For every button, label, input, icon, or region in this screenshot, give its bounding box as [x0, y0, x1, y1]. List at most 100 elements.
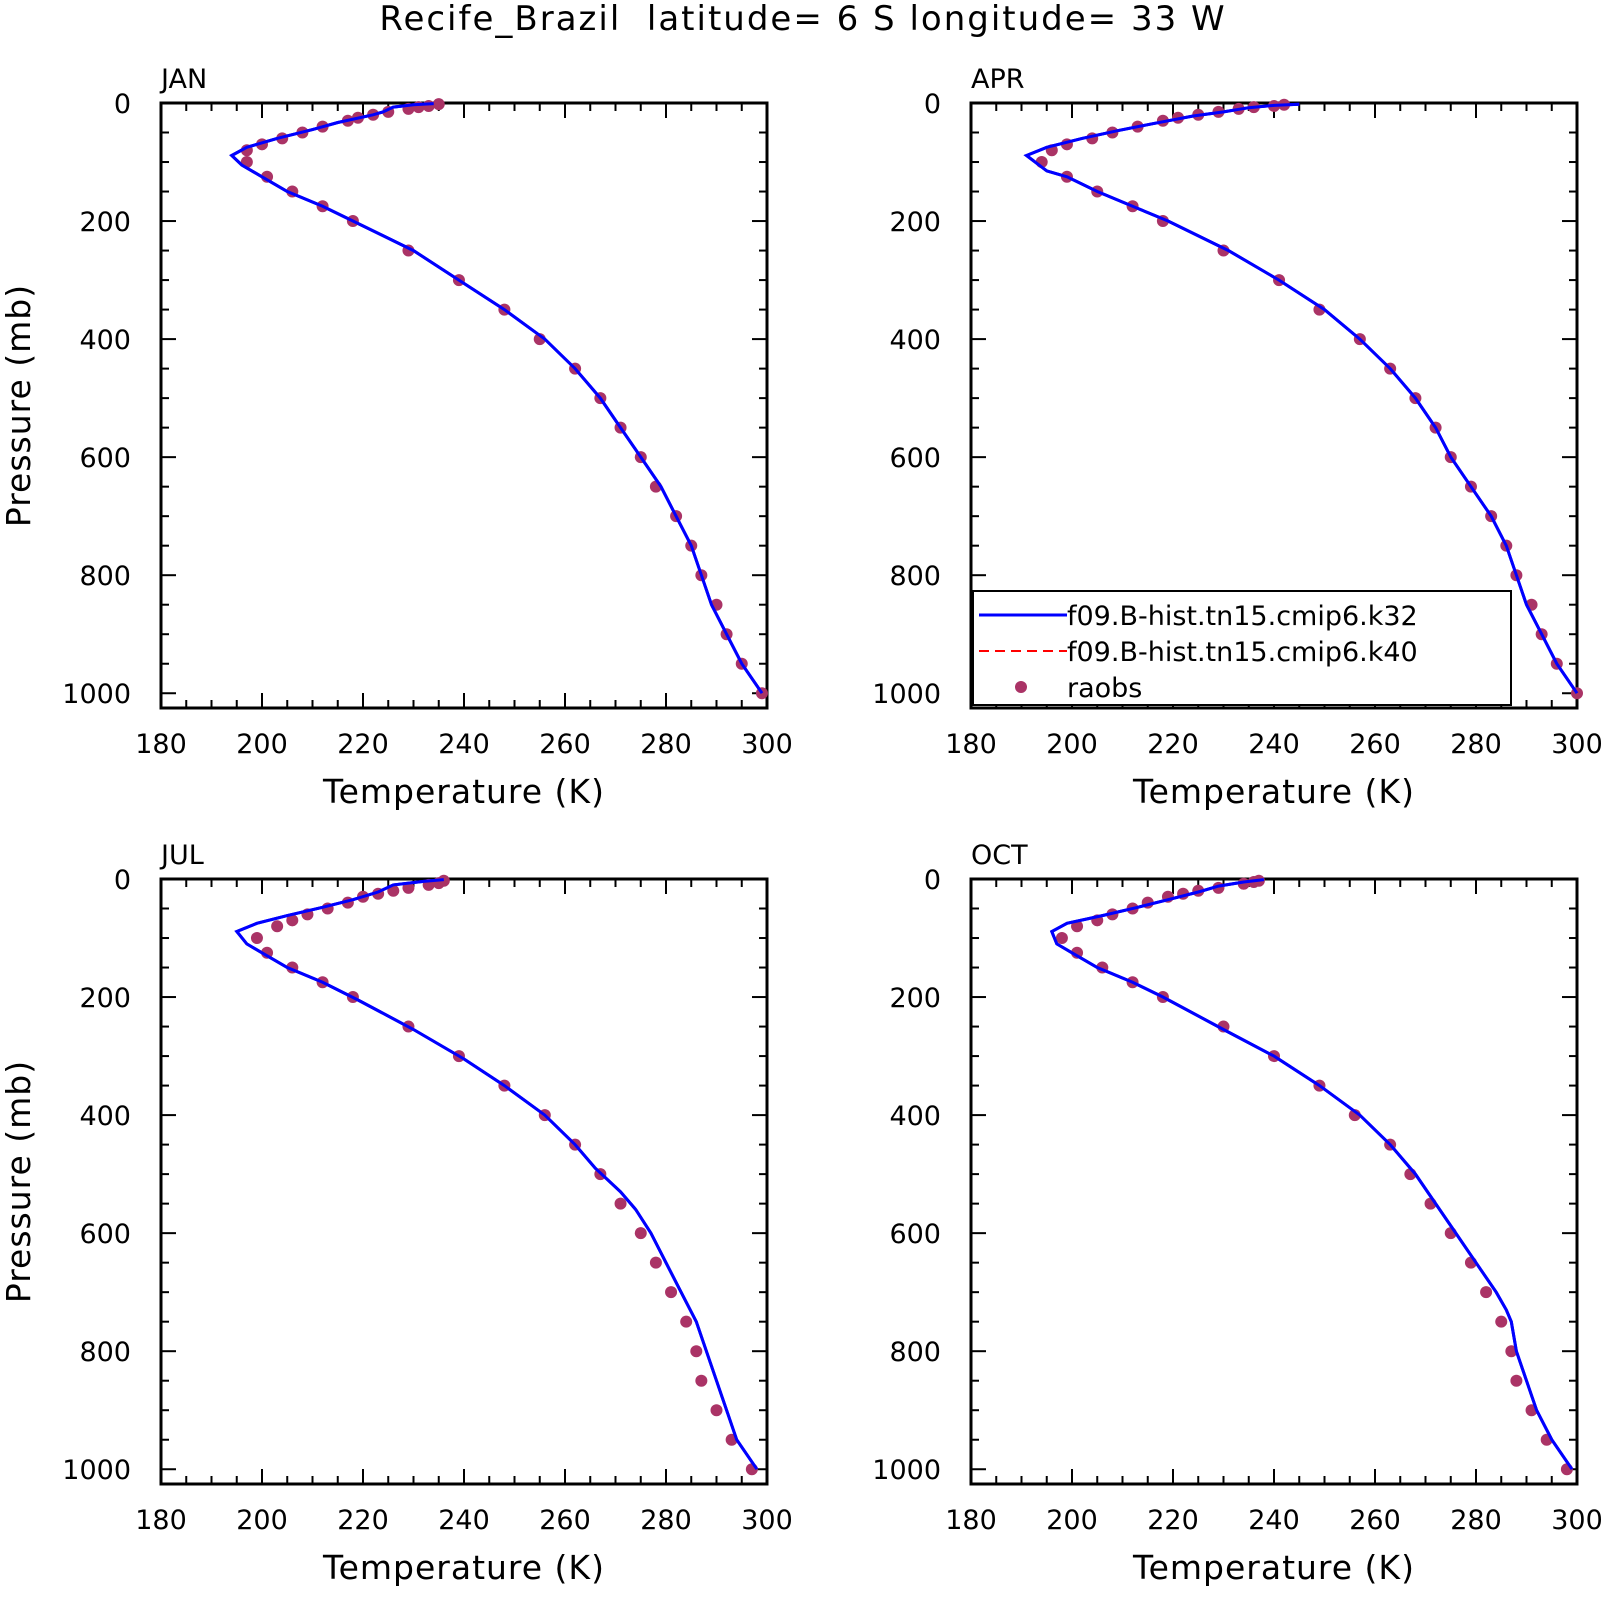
raobs-point [1055, 932, 1068, 945]
x-tick-label: 260 [1349, 729, 1401, 760]
x-tick-label: 260 [539, 729, 591, 760]
x-tick-label: 220 [1147, 729, 1199, 760]
raobs-point [1505, 1345, 1518, 1358]
x-tick-label: 200 [236, 729, 288, 760]
x-tick-label: 180 [135, 729, 187, 760]
series-line-k32-overlay [229, 102, 764, 695]
panel-oct: OCT 180 200 220 240 260 280 300 0 200 400 600 800 100… [872, 840, 1602, 1587]
y-tick-label: 1000 [62, 679, 131, 710]
raobs-point [649, 1256, 662, 1269]
y-tick-label: 0 [114, 89, 131, 120]
y-tick-label: 400 [889, 1101, 941, 1132]
x-tick-label: 280 [1450, 729, 1502, 760]
raobs-point [271, 920, 284, 933]
series-line-k32-overlay [234, 878, 759, 1471]
plot-frame [159, 101, 769, 710]
x-tick-label: 220 [1147, 1505, 1199, 1536]
x-tick-label: 200 [1046, 729, 1098, 760]
raobs-point [614, 1197, 627, 1210]
raobs-point [422, 99, 435, 112]
y-tick-label: 600 [889, 443, 941, 474]
x-axis-label: Temperature (K) [322, 1548, 605, 1587]
x-tick-label: 280 [640, 729, 692, 760]
y-tick-label: 600 [79, 443, 131, 474]
legend-label: raobs [1067, 673, 1142, 704]
y-tick-label: 400 [79, 1101, 131, 1132]
y-tick-label: 1000 [872, 1455, 941, 1486]
y-tick-label: 200 [79, 983, 131, 1014]
panel-apr: APR 180 200 220 240 260 280 300 0 200 400 600 800 100… [872, 64, 1602, 811]
panel-label: JAN [159, 64, 207, 95]
y-tick-label: 200 [889, 983, 941, 1014]
y-axis-label: Pressure (mb) [0, 1060, 38, 1303]
series-line-k32-overlay [1049, 878, 1574, 1471]
legend-box [972, 590, 1512, 706]
y-tick-label: 800 [79, 1337, 131, 1368]
x-tick-label: 300 [741, 729, 793, 760]
panels: JAN 180 200 220 240 260 280 300 0 200 400 600 800 100… [0, 64, 1603, 1587]
y-tick-label: 800 [889, 561, 941, 592]
x-tick-label: 260 [539, 1505, 591, 1536]
y-tick-label: 0 [924, 865, 941, 896]
x-tick-label: 240 [1248, 729, 1300, 760]
series-line-k40 [230, 102, 763, 694]
panel-label: APR [971, 64, 1025, 95]
x-tick-label: 240 [438, 1505, 490, 1536]
legend-marker [1015, 681, 1027, 693]
x-tick-label: 200 [236, 1505, 288, 1536]
plot-frame [159, 877, 769, 1486]
plot-frame [969, 877, 1579, 1486]
legend-label: f09.B-hist.tn15.cmip6.k40 [1067, 637, 1418, 668]
y-tick-label: 400 [79, 325, 131, 356]
x-axis-label: Temperature (K) [1132, 772, 1415, 811]
raobs-point [710, 1404, 723, 1417]
series-line-k32 [234, 878, 759, 1471]
x-tick-label: 300 [741, 1505, 793, 1536]
raobs-point [1495, 1315, 1508, 1328]
raobs-point [1480, 1286, 1493, 1299]
legend-label: f09.B-hist.tn15.cmip6.k32 [1067, 601, 1418, 632]
series-line-k32 [229, 102, 764, 695]
y-tick-label: 400 [889, 325, 941, 356]
x-tick-label: 260 [1349, 1505, 1401, 1536]
x-tick-label: 280 [1450, 1505, 1502, 1536]
raobs-point [432, 98, 445, 111]
series-line-k40 [1050, 878, 1573, 1470]
y-axis-label: Pressure (mb) [0, 284, 38, 527]
raobs-point [286, 914, 299, 927]
y-tick-label: 600 [79, 1219, 131, 1250]
y-tick-label: 200 [79, 207, 131, 238]
x-tick-label: 180 [945, 729, 997, 760]
y-tick-label: 0 [924, 89, 941, 120]
y-tick-label: 200 [889, 207, 941, 238]
x-axis-label: Temperature (K) [1132, 1548, 1415, 1587]
x-tick-label: 300 [1551, 729, 1603, 760]
figure-title: Recife_Brazil latitude= 6 S longitude= 3… [379, 0, 1226, 39]
legend: f09.B-hist.tn15.cmip6.k32 f09.B-hist.tn15… [972, 590, 1512, 706]
x-axis-label: Temperature (K) [322, 772, 605, 811]
x-tick-label: 180 [135, 1505, 187, 1536]
x-tick-label: 220 [337, 1505, 389, 1536]
x-tick-label: 180 [945, 1505, 997, 1536]
raobs-point [1510, 1374, 1523, 1387]
raobs-point [634, 1227, 647, 1240]
x-tick-label: 200 [1046, 1505, 1098, 1536]
panel-label: OCT [971, 840, 1028, 871]
y-tick-label: 1000 [62, 1455, 131, 1486]
panel-jan: JAN 180 200 220 240 260 280 300 0 200 400 600 800 100… [0, 64, 793, 811]
series-line-k32-overlay [1023, 102, 1579, 695]
raobs-point [690, 1345, 703, 1358]
y-tick-label: 600 [889, 1219, 941, 1250]
x-tick-label: 220 [337, 729, 389, 760]
raobs-point [665, 1286, 678, 1299]
y-tick-label: 0 [114, 865, 131, 896]
raobs-point [680, 1315, 693, 1328]
panel-jul: JUL 180 200 220 240 260 280 300 0 200 400 600 800 100… [0, 840, 793, 1587]
y-tick-label: 800 [79, 561, 131, 592]
x-tick-label: 240 [438, 729, 490, 760]
x-tick-label: 300 [1551, 1505, 1603, 1536]
y-tick-label: 800 [889, 1337, 941, 1368]
raobs-point [695, 1374, 708, 1387]
x-tick-label: 280 [640, 1505, 692, 1536]
